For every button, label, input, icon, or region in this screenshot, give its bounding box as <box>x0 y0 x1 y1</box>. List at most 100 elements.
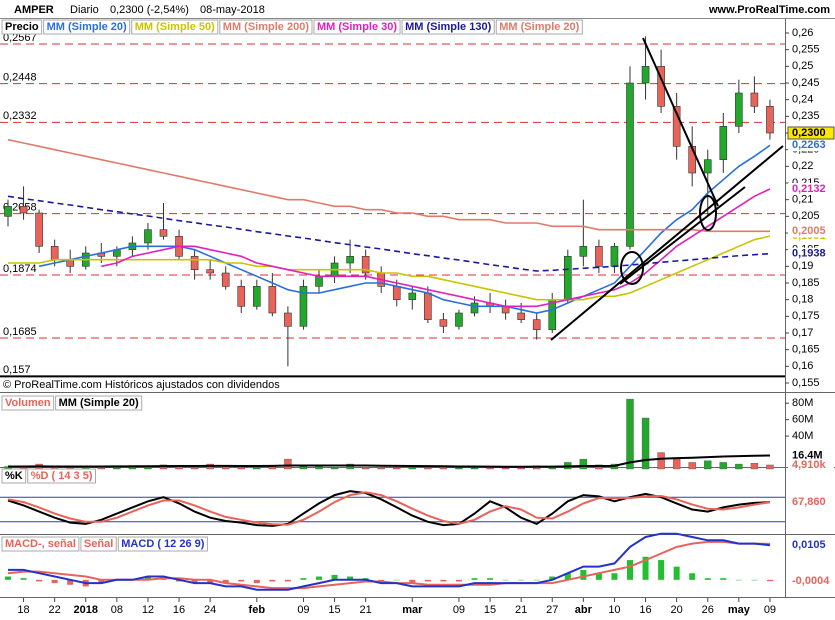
y-tick-label: 60M <box>792 414 813 426</box>
histogram-bar <box>766 579 773 582</box>
volume-bar <box>330 467 339 470</box>
value-badge-label: 67,860 <box>792 496 826 508</box>
candle-body <box>346 256 354 264</box>
value-badge <box>787 126 835 140</box>
histogram-bar <box>611 573 618 580</box>
legend-box <box>1 536 80 552</box>
histogram-bar <box>455 579 462 582</box>
candle-body <box>190 256 199 270</box>
legend-label: MM (Simple 50) <box>135 21 215 33</box>
histogram-bar <box>658 560 665 580</box>
histogram-bar <box>67 579 74 585</box>
value-badge-label: 16,4M <box>792 449 823 461</box>
value-badge <box>788 539 834 552</box>
candle-body <box>144 229 152 244</box>
histogram-bar <box>424 579 431 582</box>
highlight-circle <box>699 195 717 231</box>
volume-bar <box>377 467 385 470</box>
candle-body <box>735 92 743 127</box>
histogram-bar <box>564 573 571 580</box>
candle-body <box>206 269 214 274</box>
copyright: © ProRealTime.com Históricos ajustados c… <box>3 379 280 391</box>
volume-bar <box>641 417 650 470</box>
x-tick-label: may <box>728 604 751 616</box>
histogram-bar <box>51 579 58 584</box>
x-tick-label: 10 <box>608 604 620 616</box>
level-label: 0,2332 <box>3 110 37 122</box>
y-tick-label: 0,255 <box>792 44 820 56</box>
legend-box <box>495 19 583 35</box>
drawings <box>550 37 784 341</box>
legend-label: Volumen <box>5 397 51 409</box>
histogram-bar <box>440 579 447 582</box>
level-label: 0,157 <box>3 364 31 376</box>
histogram-bar <box>518 579 525 581</box>
y-tick-label: 0,155 <box>792 377 820 389</box>
histogram-bar <box>222 579 229 584</box>
volume-bar <box>393 467 401 470</box>
x-tick-label: 09 <box>453 604 465 616</box>
series-line <box>8 532 771 591</box>
volume-bar <box>501 467 510 470</box>
x-tick-label: 27 <box>546 604 558 616</box>
candle-body <box>237 286 246 307</box>
legend-label: Precio <box>5 21 39 33</box>
candle-body <box>595 246 603 267</box>
series-line <box>101 188 771 308</box>
date: 08-may-2018 <box>200 4 265 16</box>
x-tick-label: 21 <box>360 604 372 616</box>
y-tick-label: 0,22 <box>792 160 813 172</box>
quote: 0,2300 (-2,54%) <box>110 4 189 16</box>
y-tick-label: 0,16 <box>792 360 813 372</box>
level-label: 0,2567 <box>3 32 37 44</box>
y-tick-label: 0,185 <box>792 277 820 289</box>
value-badge-label: 0,2005 <box>792 225 826 237</box>
legend-box <box>131 19 219 35</box>
period: Diario <box>70 4 99 16</box>
legend-label: MM (Simple 200) <box>223 21 310 33</box>
histogram-bar <box>487 578 494 580</box>
legend-box <box>401 19 495 35</box>
legend-label: %K <box>5 470 23 482</box>
value-badge <box>788 575 834 588</box>
x-tick-label: 20 <box>671 604 683 616</box>
y-tick-label: 0,235 <box>792 110 820 122</box>
volume-bar <box>688 462 696 470</box>
value-badge <box>788 458 834 471</box>
value-badge-label: 0,2300 <box>792 127 826 139</box>
y-tick-label: 0,25 <box>792 60 813 72</box>
histogram-bar <box>36 579 43 582</box>
volume-bar <box>424 467 432 470</box>
candle-body <box>439 319 448 327</box>
candle-body <box>35 212 43 247</box>
histogram-bar <box>673 566 680 580</box>
legend-box <box>1 19 43 35</box>
legend-box <box>55 395 143 411</box>
x-tick-label: 09 <box>764 604 776 616</box>
candle-body <box>626 82 634 247</box>
y-tick-label: 80M <box>792 397 813 409</box>
histogram-bar <box>207 579 214 584</box>
legend-label: %D ( 14 3 5) <box>31 470 93 482</box>
series-line <box>8 235 771 301</box>
candle-body <box>532 319 541 330</box>
value-badge-label: 0,2263 <box>792 139 826 151</box>
volume-bar <box>704 460 712 470</box>
volume-bar <box>284 458 292 470</box>
histogram-bar <box>720 578 727 580</box>
y-tick-label: 0,165 <box>792 344 820 356</box>
volume-bar <box>750 463 759 470</box>
x-tick-label: 26 <box>702 604 714 616</box>
x-tick-label: 09 <box>297 604 309 616</box>
histogram-bar <box>689 573 696 580</box>
x-tick-label: 18 <box>17 604 29 616</box>
histogram-bar <box>98 579 105 584</box>
value-badge <box>788 247 834 260</box>
histogram-bar <box>471 578 478 580</box>
histogram-bar <box>238 579 245 582</box>
candle-body <box>424 292 432 320</box>
histogram-bar <box>191 579 198 584</box>
